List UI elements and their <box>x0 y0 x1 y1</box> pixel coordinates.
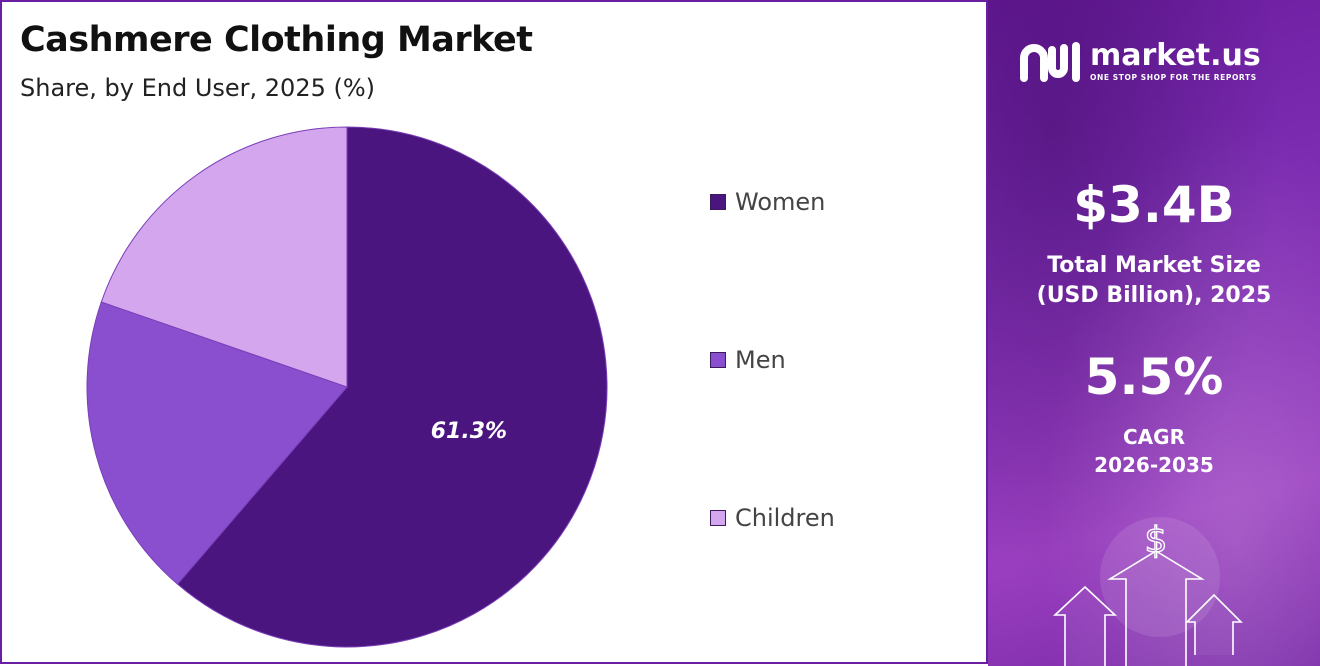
pie-slice-women <box>176 126 608 648</box>
legend-label-men: Men <box>735 346 786 374</box>
legend-swatch-women <box>710 194 726 210</box>
legend-label-children: Children <box>735 504 835 532</box>
market-size-label-line2: (USD Billion), 2025 <box>1036 283 1272 308</box>
chart-subtitle: Share, by End User, 2025 (%) <box>20 74 376 102</box>
brand-tagline: ONE STOP SHOP FOR THE REPORTS <box>1090 72 1257 82</box>
market-size-label-line1: Total Market Size <box>1047 253 1261 278</box>
brand: market.us ONE STOP SHOP FOR THE REPORTS <box>1018 38 1261 84</box>
chart-title: Cashmere Clothing Market <box>20 20 533 60</box>
legend-swatch-children <box>710 510 726 526</box>
stats-panel: market.us ONE STOP SHOP FOR THE REPORTS … <box>988 0 1320 666</box>
cagr-label: CAGR <box>1123 425 1185 449</box>
legend-item-children: Children <box>710 504 835 532</box>
pie-slice-men <box>86 301 348 585</box>
legend-item-women: Women <box>710 188 825 216</box>
cagr-period: 2026-2035 <box>1094 453 1214 477</box>
legend-label-women: Women <box>735 188 826 216</box>
pie-slice-children <box>100 126 348 388</box>
chart-panel: Cashmere Clothing Market Share, by End U… <box>0 0 988 664</box>
data-label-women: 61.3% <box>431 419 507 444</box>
pie-chart: 61.3% <box>86 126 608 648</box>
growth-arrows-icon: $ <box>1052 517 1243 666</box>
cagr-value: 5.5% <box>1084 348 1224 406</box>
legend-item-men: Men <box>710 346 786 374</box>
market-us-logo-icon <box>1020 42 1080 82</box>
market-size-value: $3.4B <box>1073 176 1235 234</box>
legend-swatch-men <box>710 352 726 368</box>
brand-name: market.us <box>1090 37 1261 73</box>
dollar-icon: $ <box>1145 520 1168 561</box>
background-overlay <box>988 0 1320 666</box>
